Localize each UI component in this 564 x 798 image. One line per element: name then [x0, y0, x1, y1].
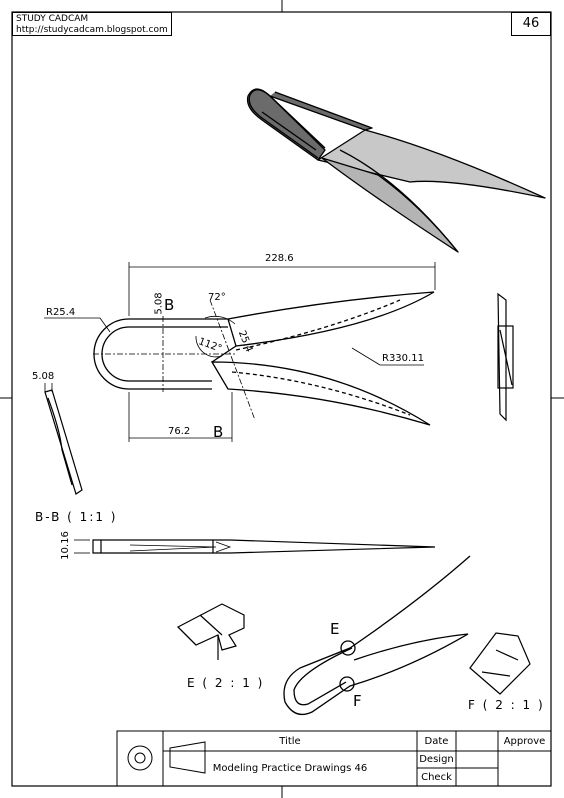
overall-length-dim: 228.6: [265, 253, 294, 264]
right-side-view: [497, 292, 514, 422]
loop-radius-dim: R25.4: [46, 307, 76, 318]
angle-outer-dim: 72°: [208, 292, 226, 303]
detail-f-view: [469, 632, 531, 695]
design-label: Design: [419, 754, 454, 765]
section-mark-top: B: [164, 296, 175, 314]
front-view: [44, 262, 436, 442]
approve-label: Approve: [503, 735, 546, 747]
iso-bottom-view: [283, 555, 471, 716]
section-mark-bottom: B: [213, 423, 224, 441]
title-value: Modeling Practice Drawings 46: [212, 763, 368, 774]
section-view: [74, 539, 436, 554]
header-box: STUDY CADCAM http://studycadcam.blogspot…: [12, 12, 172, 36]
date-label: Date: [424, 735, 449, 747]
detail-e-view: [176, 603, 245, 660]
side-thickness-dim: 5.08: [32, 371, 55, 382]
slot-width-dim: 5.08: [153, 292, 165, 315]
detail-view-f-label: F ( 2 : 1 ): [468, 698, 545, 712]
header-line2: http://studycadcam.blogspot.com: [16, 25, 168, 35]
detail-mark-e: E: [330, 620, 340, 638]
section-height-dim: 10.16: [59, 531, 71, 560]
page-number: 46: [511, 12, 551, 36]
detail-view-e-label: E ( 2 : 1 ): [187, 676, 265, 690]
header-line1: STUDY CADCAM: [16, 14, 89, 24]
check-label: Check: [421, 771, 452, 783]
detail-mark-f: F: [353, 692, 362, 710]
blade-radius-dim: R330.11: [382, 353, 424, 364]
iso-view: [246, 88, 546, 253]
left-side-view: [44, 383, 83, 495]
section-view-label: B-B ( 1:1 ): [35, 510, 118, 524]
title-block: [116, 730, 552, 787]
loop-length-dim: 76.2: [168, 426, 191, 437]
title-header: Title: [279, 735, 301, 747]
